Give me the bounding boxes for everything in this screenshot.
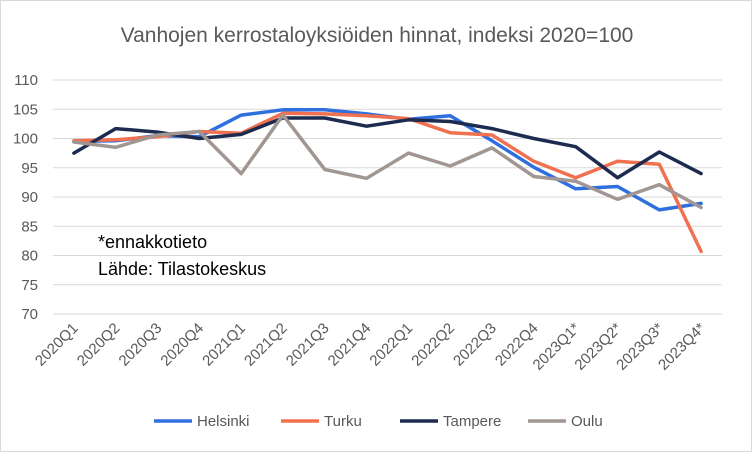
annotation-preliminary: *ennakkotieto bbox=[98, 232, 207, 252]
x-tick-label: 2021Q1 bbox=[199, 320, 249, 370]
x-tick-label: 2022Q1 bbox=[366, 320, 416, 370]
x-tick-label: 2020Q4 bbox=[157, 320, 207, 370]
legend-label-helsinki: Helsinki bbox=[197, 413, 250, 430]
x-tick-label: 2020Q1 bbox=[32, 320, 82, 370]
series-line-tampere bbox=[72, 116, 703, 180]
legend: Helsinki Turku Tampere Oulu bbox=[154, 413, 603, 430]
y-tick-label: 85 bbox=[21, 218, 38, 235]
series-lines bbox=[72, 108, 703, 254]
y-tick-label: 105 bbox=[13, 101, 38, 118]
legend-label-tampere: Tampere bbox=[443, 413, 501, 430]
y-tick-label: 90 bbox=[21, 189, 38, 206]
x-tick-label: 2022Q2 bbox=[408, 320, 458, 370]
y-tick-label: 80 bbox=[21, 248, 38, 265]
annotation-source: Lähde: Tilastokeskus bbox=[98, 259, 266, 279]
x-tick-label: 2022Q3 bbox=[450, 320, 500, 370]
chart-title: Vanhojen kerrostaloyksiöiden hinnat, ind… bbox=[121, 24, 634, 47]
x-tick-label: 2023Q4* bbox=[655, 320, 709, 374]
gridlines bbox=[53, 79, 722, 315]
y-tick-label: 100 bbox=[13, 131, 38, 148]
x-axis-ticks: 2020Q12020Q22020Q32020Q42021Q12021Q22021… bbox=[32, 320, 709, 374]
x-tick-label: 2020Q2 bbox=[74, 320, 124, 370]
series-line-oulu bbox=[72, 113, 703, 210]
x-tick-label: 2021Q2 bbox=[241, 320, 291, 370]
x-tick-label: 2021Q3 bbox=[283, 320, 333, 370]
legend-label-oulu: Oulu bbox=[571, 413, 603, 430]
y-tick-label: 110 bbox=[14, 72, 38, 89]
x-tick-label: 2021Q4 bbox=[325, 320, 375, 370]
y-tick-label: 95 bbox=[21, 160, 38, 177]
y-axis-ticks: 70 75 80 85 90 95 100 105 110 bbox=[13, 72, 38, 323]
x-tick-label: 2020Q3 bbox=[116, 320, 166, 370]
legend-label-turku: Turku bbox=[324, 413, 362, 430]
y-tick-label: 70 bbox=[21, 306, 38, 323]
y-tick-label: 75 bbox=[21, 277, 38, 294]
